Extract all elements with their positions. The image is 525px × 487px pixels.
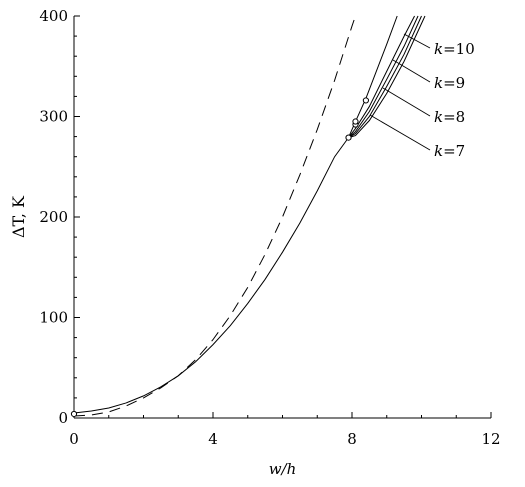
- annotation-value: =8: [443, 108, 465, 126]
- annotation-var: k: [434, 40, 443, 58]
- annotation-leader-3: [369, 114, 431, 151]
- x-tick-label: 12: [481, 430, 500, 448]
- annotation-var: k: [434, 142, 443, 160]
- series-line-3: [348, 15, 415, 138]
- data-marker-3: [362, 97, 369, 104]
- y-tick-label: 400: [39, 7, 68, 25]
- annotation-leader-2: [382, 87, 431, 117]
- annotation-leader-0: [403, 33, 431, 49]
- annotation-value: =10: [443, 40, 475, 58]
- annotation-var: k: [434, 74, 443, 92]
- data-marker-4: [70, 410, 78, 418]
- y-tick-label: 100: [39, 309, 68, 327]
- x-tick-label: 8: [347, 430, 357, 448]
- annotation-label-3: k=7: [434, 142, 465, 160]
- axes: 0 100 200 300 400 0 4 8 12: [39, 7, 500, 448]
- marker-group: [70, 97, 369, 418]
- data-marker-0: [345, 134, 352, 141]
- series-group: [73, 15, 426, 417]
- series-line-6: [348, 15, 426, 139]
- y-axis-title: ΔT, K: [9, 195, 28, 238]
- series-line-0: [73, 15, 356, 417]
- annotation-label-0: k=10: [434, 40, 475, 58]
- series-line-5: [348, 15, 422, 139]
- annotation-value: =9: [443, 74, 465, 92]
- y-tick-label: 200: [39, 208, 68, 226]
- annotation-value: =7: [443, 142, 465, 160]
- annotation-var: k: [434, 108, 443, 126]
- x-tick-label: 4: [208, 430, 218, 448]
- x-axis-title: w/h: [269, 460, 297, 478]
- annotation-label-2: k=8: [434, 108, 465, 126]
- y-tick-label: 300: [39, 108, 68, 126]
- x-tick-label: 0: [69, 430, 79, 448]
- data-marker-2: [352, 118, 359, 125]
- annotation-label-1: k=9: [434, 74, 465, 92]
- y-tick-label: 0: [58, 409, 68, 427]
- series-line-1: [73, 137, 349, 414]
- annotation-leader-1: [392, 59, 431, 83]
- annotation-group: k=10k=9k=8k=7: [369, 33, 475, 160]
- series-line-4: [348, 15, 419, 138]
